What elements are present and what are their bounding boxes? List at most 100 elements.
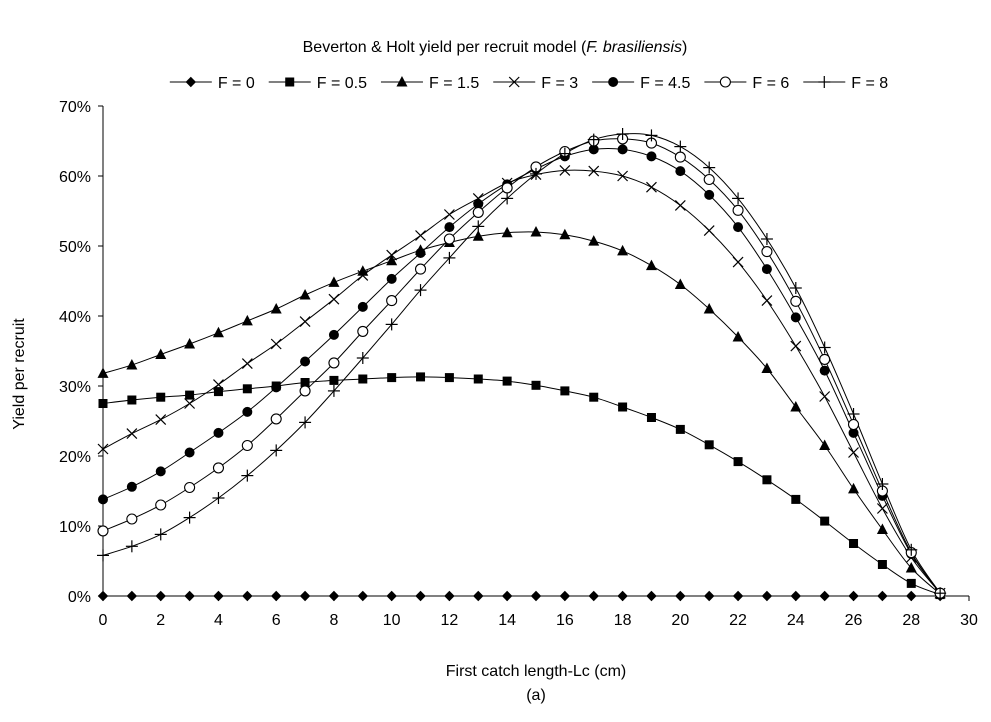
data-point xyxy=(357,265,369,276)
data-point xyxy=(703,161,716,174)
series-lines xyxy=(102,133,941,597)
data-point xyxy=(617,244,629,256)
series-line-1 xyxy=(102,376,941,596)
data-point xyxy=(559,164,571,176)
data-point xyxy=(126,428,138,440)
series-markers-5 xyxy=(97,133,946,599)
data-point xyxy=(270,413,282,425)
data-point xyxy=(472,220,485,233)
data-point xyxy=(790,590,801,602)
figure-caption: (a) xyxy=(526,687,546,704)
data-point xyxy=(848,427,859,438)
data-point xyxy=(703,225,715,237)
data-point xyxy=(791,494,801,504)
data-point xyxy=(502,376,512,386)
data-point xyxy=(849,539,859,548)
legend-marker xyxy=(285,77,295,87)
data-point xyxy=(531,380,541,390)
data-point xyxy=(299,289,311,300)
data-point xyxy=(213,387,223,397)
data-point xyxy=(472,206,484,218)
data-point xyxy=(703,173,715,186)
data-point xyxy=(329,375,339,385)
data-point xyxy=(185,390,195,400)
data-point xyxy=(588,165,600,177)
data-point xyxy=(762,475,772,485)
data-point xyxy=(732,590,744,602)
data-point xyxy=(674,278,686,289)
data-point xyxy=(271,590,282,602)
data-point xyxy=(818,341,831,354)
series-markers-4 xyxy=(98,144,946,599)
data-point xyxy=(386,273,397,284)
data-point xyxy=(328,357,340,369)
data-point xyxy=(645,129,658,142)
legend-item-0: F = 0 xyxy=(169,75,255,92)
x-tick-label: 16 xyxy=(556,612,574,629)
y-axis-label: Yield per recruit xyxy=(11,318,28,430)
data-point xyxy=(819,391,831,402)
data-point xyxy=(819,365,830,376)
data-point xyxy=(760,233,773,245)
x-axis-label: First catch length-Lc (cm) xyxy=(446,663,626,680)
data-point xyxy=(847,408,860,420)
data-point xyxy=(501,590,513,602)
data-point xyxy=(98,494,108,505)
data-point xyxy=(98,399,108,408)
legend-label: F = 1.5 xyxy=(429,75,479,92)
x-tick-label: 14 xyxy=(498,612,516,629)
data-point xyxy=(876,478,889,490)
data-point xyxy=(558,147,571,160)
x-axis: 0 2 4 6 8 10 12 14 16 18 20 22 24 26 28 30 xyxy=(99,595,978,629)
data-point xyxy=(212,492,225,504)
data-point xyxy=(790,295,802,307)
data-point xyxy=(616,128,629,140)
data-point xyxy=(184,590,195,602)
data-point xyxy=(645,259,657,271)
data-point xyxy=(761,264,772,275)
data-point xyxy=(443,251,456,264)
x-tick-label: 4 xyxy=(214,612,223,629)
data-point xyxy=(618,402,628,412)
data-point xyxy=(387,373,397,383)
data-point xyxy=(444,373,454,383)
data-point xyxy=(703,303,715,314)
data-point xyxy=(271,382,282,393)
data-point xyxy=(357,590,368,602)
series-markers-3 xyxy=(97,164,946,599)
legend-item-4: F = 4.5 xyxy=(592,75,690,92)
y-tick-label: 10% xyxy=(59,519,91,536)
data-point xyxy=(155,466,166,477)
y-tick-label: 30% xyxy=(59,379,91,396)
data-point xyxy=(819,590,830,602)
y-tick-label: 70% xyxy=(59,99,91,116)
legend-marker xyxy=(719,76,731,88)
data-point xyxy=(126,481,137,492)
data-point xyxy=(790,401,802,412)
data-point xyxy=(328,590,340,602)
x-tick-label: 8 xyxy=(329,612,338,629)
x-tick-label: 24 xyxy=(787,612,805,629)
data-point xyxy=(733,222,744,233)
x-tick-label: 0 xyxy=(99,612,108,629)
data-point xyxy=(819,353,831,365)
data-point xyxy=(617,590,628,602)
data-point xyxy=(847,418,860,431)
data-point xyxy=(127,395,137,405)
data-point xyxy=(501,192,514,205)
y-tick-label: 60% xyxy=(59,169,91,186)
legend-marker xyxy=(396,76,408,87)
data-point xyxy=(270,444,283,457)
x-tick-label: 28 xyxy=(902,612,920,629)
legend-marker xyxy=(185,76,197,88)
data-point xyxy=(761,362,773,373)
data-point xyxy=(646,413,656,422)
data-point xyxy=(416,372,426,382)
data-point xyxy=(155,348,167,359)
data-point xyxy=(589,392,599,402)
data-point xyxy=(328,293,340,305)
data-point xyxy=(97,590,109,602)
data-point xyxy=(704,189,715,200)
data-point xyxy=(876,503,888,514)
